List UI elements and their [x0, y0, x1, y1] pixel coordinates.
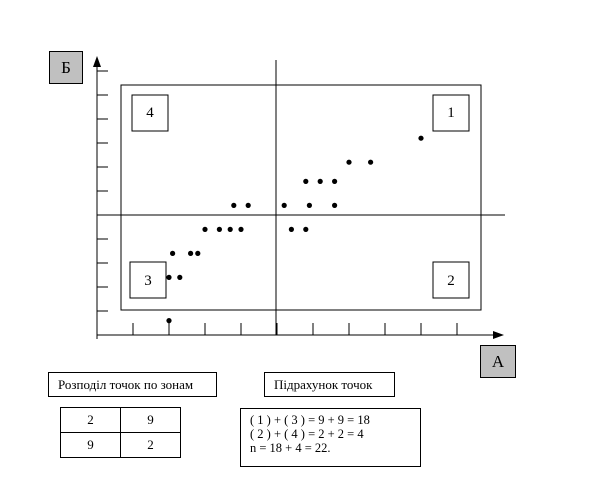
- data-point: [188, 250, 194, 256]
- table-cell: 2: [60, 407, 121, 433]
- data-point: [216, 226, 222, 232]
- data-point: [177, 274, 183, 280]
- data-point: [195, 250, 201, 256]
- y-axis-arrowhead: [93, 56, 101, 67]
- zone-label-2: 2: [432, 261, 470, 299]
- data-point: [332, 178, 338, 184]
- data-point: [231, 202, 237, 208]
- table-cell: 9: [60, 432, 121, 458]
- count-calculation-box: ( 1 ) + ( 3 ) = 9 + 9 = 18 ( 2 ) + ( 4 )…: [240, 408, 421, 467]
- data-point: [332, 202, 338, 208]
- data-point: [245, 202, 251, 208]
- data-point: [281, 202, 287, 208]
- data-point: [368, 159, 374, 165]
- count-caption: Підрахунок точок: [264, 372, 395, 397]
- data-point: [170, 250, 176, 256]
- zones-frame: [120, 84, 482, 311]
- data-point: [306, 202, 312, 208]
- table-cell: 2: [120, 432, 181, 458]
- distribution-table: 2 9 9 2: [60, 407, 181, 458]
- data-point: [303, 226, 309, 232]
- data-point: [202, 226, 208, 232]
- calc-line-2: ( 2 ) + ( 4 ) = 2 + 2 = 4: [250, 427, 364, 441]
- zone-label-3-text: 3: [144, 273, 152, 289]
- data-point: [227, 226, 233, 232]
- table-row: 2 9: [60, 407, 181, 433]
- data-point: [317, 178, 323, 184]
- data-point: [166, 318, 172, 324]
- axes: [93, 56, 504, 339]
- table-cell: 9: [120, 407, 181, 433]
- table-row: 9 2: [60, 432, 181, 458]
- calc-line-1: ( 1 ) + ( 3 ) = 9 + 9 = 18: [250, 413, 370, 427]
- data-point: [303, 178, 309, 184]
- axis-ticks: [97, 70, 458, 335]
- x-axis-arrowhead: [493, 331, 504, 339]
- data-point: [346, 159, 352, 165]
- distribution-caption: Розподіл точок по зонам: [48, 372, 217, 397]
- data-point: [418, 135, 424, 141]
- zone-label-4-text: 4: [146, 105, 154, 121]
- x-axis-label: А: [480, 345, 516, 378]
- data-point: [166, 274, 172, 280]
- zone-label-3: 3: [129, 261, 167, 299]
- calc-line-3: n = 18 + 4 = 22.: [250, 441, 331, 455]
- data-points: [166, 135, 424, 324]
- y-axis-label: Б: [49, 51, 83, 84]
- zone-label-1-text: 1: [447, 105, 455, 121]
- zone-label-2-text: 2: [447, 273, 455, 289]
- zone-label-1: 1: [432, 94, 470, 132]
- data-point: [238, 226, 244, 232]
- data-point: [288, 226, 294, 232]
- zone-label-4: 4: [131, 94, 169, 132]
